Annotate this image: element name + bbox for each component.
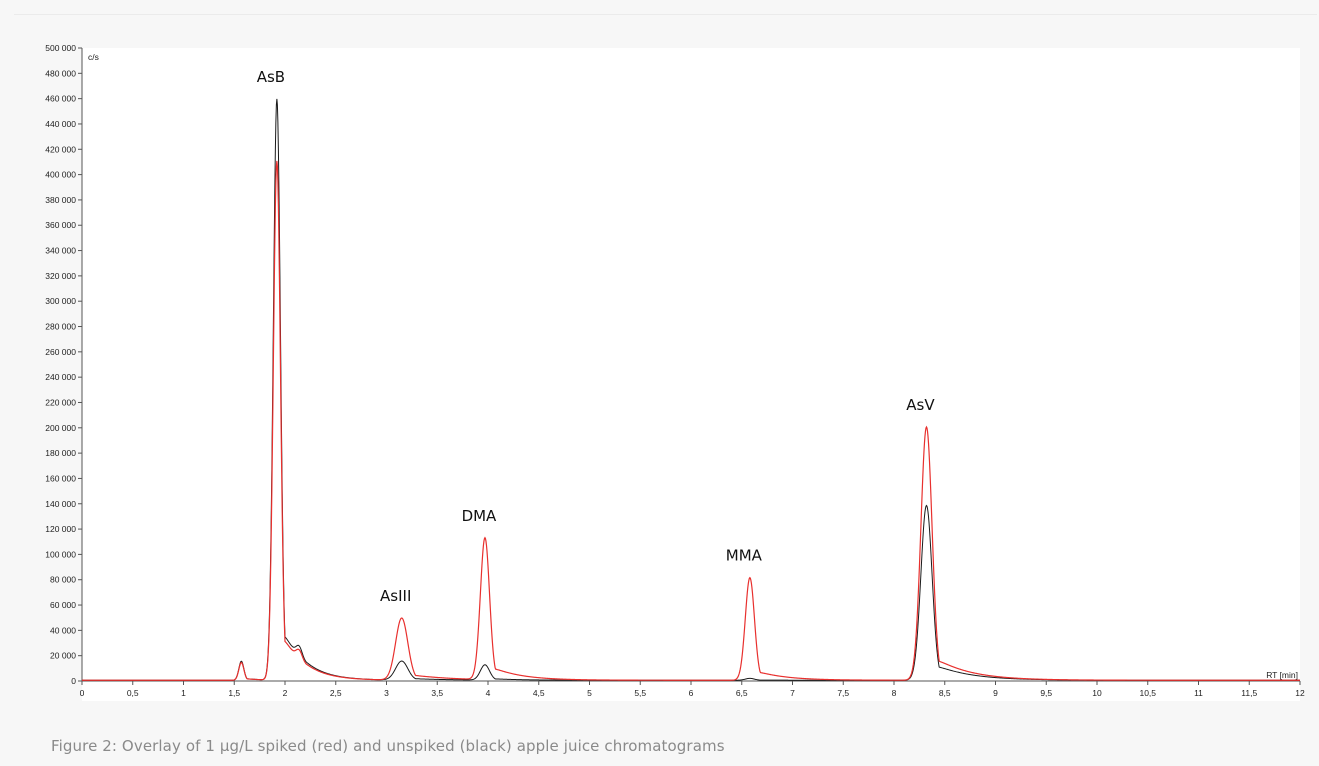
x-tick-label: 9: [993, 688, 998, 698]
y-tick-label: 480 000: [45, 68, 76, 78]
x-tick-label: 0,5: [127, 688, 139, 698]
x-tick-label: 3,5: [431, 688, 443, 698]
y-tick-label: 220 000: [45, 397, 76, 407]
y-tick-label: 280 000: [45, 322, 76, 332]
y-axis: 0 20 000 40 000 60 000 80 000 100 000 120 000 1…: [45, 43, 99, 686]
peak-label: AsIII: [380, 587, 411, 605]
y-tick-label: 80 000: [50, 575, 76, 585]
y-tick-label: 140 000: [45, 499, 76, 509]
peak-label: AsV: [906, 396, 935, 414]
y-tick-label: 0: [71, 676, 76, 686]
series-layer: [82, 98, 1300, 681]
y-tick-label: 300 000: [45, 296, 76, 306]
x-tick-label: 1,5: [228, 688, 240, 698]
y-tick-label: 440 000: [45, 119, 76, 129]
y-tick-label: 20 000: [50, 651, 76, 661]
x-axis: 0 0,5 1 1,5 2 2,5 3 3,5 4 4,5 5 5,5 6 6,5 7 7,5 8 8,5 9 9,5…: [80, 670, 1305, 698]
y-tick-label: 360 000: [45, 220, 76, 230]
x-tick-label: 8,5: [939, 688, 951, 698]
peak-label: AsB: [257, 68, 285, 86]
y-tick-label: 40 000: [50, 625, 76, 635]
x-tick-label: 4,5: [533, 688, 545, 698]
x-tick-label: 10,5: [1139, 688, 1156, 698]
x-tick-label: 12: [1295, 688, 1305, 698]
y-tick-label: 380 000: [45, 195, 76, 205]
x-tick-label: 6,5: [736, 688, 748, 698]
series-spiked-line: [82, 160, 1300, 681]
y-tick-label: 100 000: [45, 549, 76, 559]
y-tick-label: 180 000: [45, 448, 76, 458]
x-tick-label: 11,5: [1241, 688, 1257, 698]
peak-label: MMA: [726, 546, 763, 564]
y-tick-label: 340 000: [45, 246, 76, 256]
y-tick-label: 160 000: [45, 473, 76, 483]
peak-label-layer: AsB AsIII DMA MMA AsV: [257, 68, 936, 605]
x-tick-label: 5,5: [634, 688, 646, 698]
plot-background: [82, 48, 1300, 701]
x-tick-label: 10: [1092, 688, 1102, 698]
x-tick-label: 1: [181, 688, 186, 698]
y-tick-label: 400 000: [45, 170, 76, 180]
y-tick-label: 240 000: [45, 372, 76, 382]
figure-frame: 0 20 000 40 000 60 000 80 000 100 000 120 000 1…: [14, 14, 1317, 765]
y-tick-label: 500 000: [45, 43, 76, 53]
y-tick-label: 320 000: [45, 271, 76, 281]
y-tick-label: 420 000: [45, 144, 76, 154]
x-tick-label: 6: [689, 688, 694, 698]
x-tick-label: 4: [486, 688, 491, 698]
x-tick-label: 5: [587, 688, 592, 698]
x-tick-label: 9,5: [1040, 688, 1052, 698]
x-tick-label: 3: [384, 688, 389, 698]
y-tick-label: 200 000: [45, 423, 76, 433]
y-tick-label: 60 000: [50, 600, 76, 610]
x-tick-label: 0: [80, 688, 85, 698]
figure-caption: Figure 2: Overlay of 1 µg/L spiked (red)…: [51, 737, 725, 755]
x-tick-label: 7: [790, 688, 795, 698]
peak-label: DMA: [462, 507, 497, 525]
x-tick-label: 7,5: [837, 688, 849, 698]
y-tick-label: 120 000: [45, 524, 76, 534]
x-tick-label: 8: [892, 688, 897, 698]
y-tick-label: 460 000: [45, 94, 76, 104]
y-axis-label: c/s: [88, 52, 99, 62]
chromatogram-chart: 0 20 000 40 000 60 000 80 000 100 000 120 000 1…: [45, 43, 1305, 701]
x-tick-label: 2: [283, 688, 288, 698]
y-tick-label: 260 000: [45, 347, 76, 357]
x-axis-label: RT [min]: [1266, 670, 1298, 680]
x-tick-label: 11: [1194, 688, 1203, 698]
x-tick-label: 2,5: [330, 688, 342, 698]
